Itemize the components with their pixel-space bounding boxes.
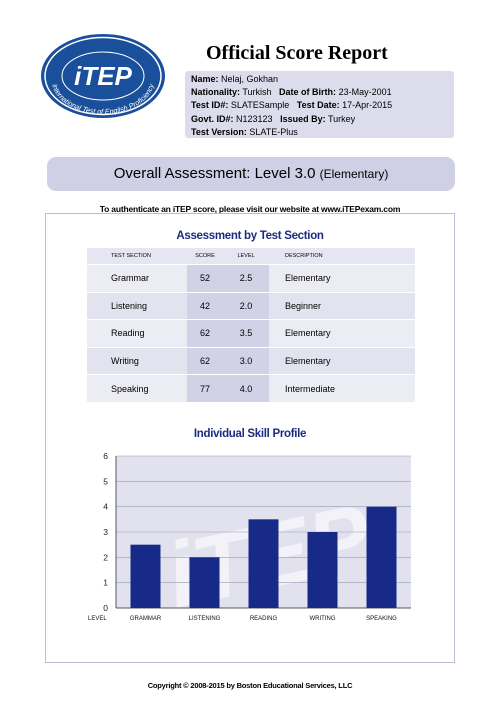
y-tick-label: 0 (103, 603, 108, 613)
skill-profile-chart: iTEP0123456GRAMMARLISTENINGREADINGWRITIN… (88, 451, 411, 626)
cell-score: 62 (187, 319, 223, 348)
test-id-line: Test ID#: SLATESample Test Date: 17-Apr-… (191, 100, 393, 111)
cell-score: 52 (187, 264, 223, 293)
x-tick-label: LISTENING (189, 616, 221, 622)
cell-description: Beginner (269, 291, 415, 320)
name-line: Name: Nelaj, Gokhan (191, 74, 279, 84)
y-tick-label: 3 (103, 527, 108, 537)
logo-brand-text: iTEP (74, 61, 132, 91)
x-tick-label: WRITING (310, 616, 336, 622)
nationality-line: Nationality: Turkish Date of Birth: 23-M… (191, 87, 392, 98)
table-row: Speaking 77 4.0 Intermediate (87, 374, 415, 402)
cell-level: 2.5 (223, 264, 269, 293)
cell-level: 4.0 (223, 374, 269, 402)
cell-score: 42 (187, 291, 223, 320)
header-description: DESCRIPTION (269, 248, 415, 265)
section-table-title: Assessment by Test Section (176, 230, 324, 242)
header-test-section: TEST SECTION (87, 248, 187, 265)
y-tick-label: 4 (103, 502, 108, 512)
authenticate-note: To authenticate an iTEP score, please vi… (99, 204, 401, 214)
cell-section: Speaking (87, 374, 187, 402)
overall-level: Overall Assessment: Level 3.0 (113, 165, 316, 182)
bar-reading (248, 519, 279, 608)
x-tick-label: GRAMMAR (130, 616, 162, 622)
x-tick-label: SPEAKING (366, 616, 397, 622)
cell-level: 3.5 (223, 319, 269, 348)
itep-logo: iTEP International Test of English Profi… (41, 34, 165, 118)
y-tick-label: 6 (103, 451, 108, 461)
x-axis-label: LEVEL (88, 616, 107, 622)
results-frame (45, 213, 455, 663)
overall-level-name: (Elementary) (319, 167, 389, 181)
table-header-row: TEST SECTION SCORE LEVEL DESCRIPTION (87, 248, 415, 265)
y-tick-label: 1 (103, 578, 108, 588)
section-score-table: TEST SECTION SCORE LEVEL DESCRIPTION Gra… (87, 248, 415, 402)
report-title: Official Score Report (206, 42, 388, 64)
cell-description: Intermediate (269, 374, 415, 402)
bar-listening (189, 557, 220, 608)
table-row: Listening 42 2.0 Beginner (87, 291, 415, 320)
table-row: Writing 62 3.0 Elementary (87, 346, 415, 375)
overall-assessment-banner: Overall Assessment: Level 3.0 (Elementar… (47, 157, 455, 191)
y-tick-label: 2 (103, 552, 108, 562)
test-version-line: Test Version: SLATE-Plus (191, 126, 298, 137)
bar-speaking (366, 506, 397, 608)
cell-description: Elementary (269, 319, 415, 348)
cell-level: 3.0 (223, 346, 269, 375)
cell-level: 2.0 (223, 291, 269, 320)
chart-title: Individual Skill Profile (193, 428, 307, 440)
cell-description: Elementary (269, 346, 415, 375)
candidate-info-panel: Name: Nelaj, Gokhan Nationality: Turkish… (185, 71, 454, 138)
bar-grammar (130, 544, 161, 608)
header-score: SCORE (187, 248, 223, 265)
y-tick-label: 5 (103, 476, 108, 486)
cell-description: Elementary (269, 264, 415, 293)
cell-section: Writing (87, 346, 187, 375)
cell-score: 62 (187, 346, 223, 375)
cell-section: Reading (87, 319, 187, 348)
header-level: LEVEL (223, 248, 269, 265)
table-row: Reading 62 3.5 Elementary (87, 319, 415, 348)
x-tick-label: READING (250, 616, 278, 622)
bar-writing (307, 532, 338, 608)
govt-id-line: Govt. ID#: N123123 Issued By: Turkey (191, 113, 356, 124)
cell-section: Listening (87, 291, 187, 320)
cell-section: Grammar (87, 264, 187, 293)
copyright-text: Copyright © 2008-2015 by Boston Educatio… (147, 681, 353, 690)
table-row: Grammar 52 2.5 Elementary (87, 264, 415, 293)
cell-score: 77 (187, 374, 223, 402)
